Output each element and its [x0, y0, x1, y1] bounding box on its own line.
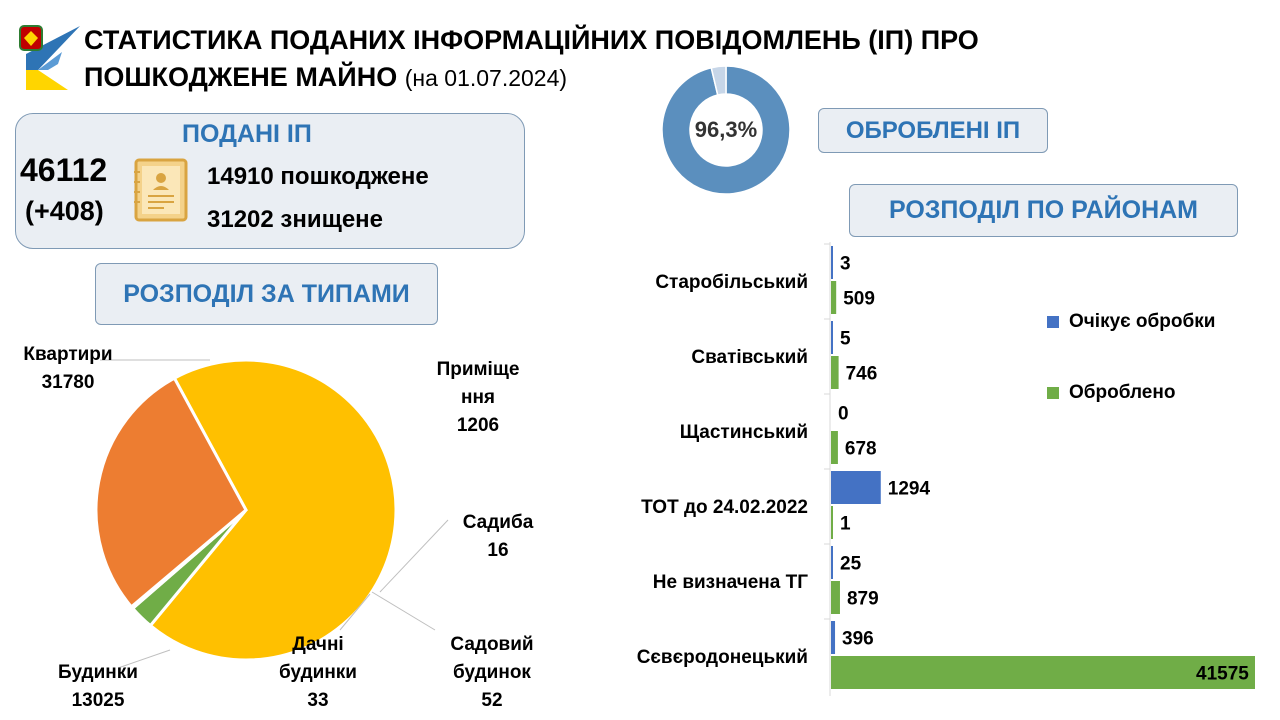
submitted-delta: (+408) [25, 196, 104, 226]
title-line-2-text: ПОШКОДЖЕНЕ МАЙНО [84, 62, 398, 92]
bar-value-label-0-0: 3 [840, 254, 851, 275]
bar-value-label-1-4: 879 [847, 589, 879, 610]
processed-heading: ОБРОБЛЕНІ ІП [818, 108, 1048, 153]
submitted-heading: ПОДАНІ ІП [182, 120, 312, 148]
bar-value-label-0-3: 1294 [888, 479, 931, 500]
bar-0-0 [831, 246, 833, 279]
districts-section-heading: РОЗПОДІЛ ПО РАЙОНАМ [849, 184, 1238, 237]
bar-0-5 [831, 621, 836, 654]
legend-label-processed: Оброблено [1069, 382, 1176, 403]
damaged-count: 14910 пошкоджене [207, 163, 429, 190]
pie-leader-line-5 [117, 649, 171, 669]
bar-1-2 [831, 431, 838, 464]
pie-label-4: Дачні будинки 33 [279, 634, 357, 711]
districts-bar-chart: Старобільський 3 509 Сватівський 5 746 Щастинс… [637, 242, 1255, 696]
destroyed-count: 31202 знищене [207, 206, 384, 233]
pie-slice-0 [148, 358, 398, 662]
bar-value-label-1-0: 509 [843, 289, 875, 310]
legend-item-pending: Очікує обробки [1047, 311, 1215, 333]
submitted-total: 46112 [20, 152, 108, 188]
title-line-2: ПОШКОДЖЕНЕ МАЙНО (на 01.07.2024) [84, 59, 1064, 97]
bar-1-4 [831, 581, 840, 614]
processed-percent: 96,3% [694, 117, 758, 142]
pie-label-3: Садовий будинок 52 [450, 634, 533, 711]
bar-0-1 [831, 321, 833, 354]
bar-category-label-5: Сєвєродонецький [637, 647, 808, 668]
bar-value-label-1-3: 1 [840, 514, 851, 535]
pie-leader-line-2 [379, 519, 449, 593]
bar-value-label-1-1: 746 [846, 364, 878, 385]
bar-1-5 [831, 656, 1255, 689]
bar-value-label-1-2: 678 [845, 439, 877, 460]
pie-leader-line-3 [371, 591, 436, 631]
document-icon [134, 158, 188, 222]
bar-category-label-1: Сватівський [691, 347, 808, 368]
pie-label-1: Приміще ння 1206 [437, 359, 520, 436]
donut-processed-segment [661, 65, 791, 195]
processed-donut [661, 65, 791, 195]
report-date: (на 01.07.2024) [404, 65, 568, 91]
bar-0-4 [831, 546, 833, 579]
pie-label-2: Садиба 16 [463, 512, 534, 561]
bar-value-label-0-4: 25 [840, 554, 862, 575]
title-line-1: СТАТИСТИКА ПОДАНИХ ІНФОРМАЦІЙНИХ ПОВІДОМ… [84, 25, 979, 55]
legend-swatch-processed [1047, 387, 1059, 399]
types-pie-chart: Квартири 31780 Приміще ння 1206 Садиба 16 Садов… [23, 344, 534, 711]
bar-1-1 [831, 356, 839, 389]
bar-category-label-2: Щастинський [680, 422, 808, 443]
bar-value-label-1-5: 41575 [1196, 664, 1249, 685]
page-title: СТАТИСТИКА ПОДАНИХ ІНФОРМАЦІЙНИХ ПОВІДОМ… [84, 22, 1064, 97]
bar-0-3 [831, 471, 881, 504]
bar-value-label-0-2: 0 [838, 404, 849, 425]
submitted-panel [15, 113, 525, 249]
region-logo-icon [19, 25, 80, 90]
legend-label-pending: Очікує обробки [1069, 311, 1216, 332]
bar-1-0 [831, 281, 837, 314]
legend-swatch-pending [1047, 316, 1059, 328]
pie-label-0: Квартири 31780 [23, 344, 112, 393]
bar-value-label-0-1: 5 [840, 329, 851, 350]
pie-leader-line-4 [339, 593, 371, 631]
bar-category-label-4: Не визначена ТГ [653, 572, 808, 593]
donut-remaining-segment [710, 65, 727, 96]
bar-category-label-0: Старобільський [655, 272, 808, 293]
bar-1-3 [831, 506, 833, 539]
pie-label-5: Будинки 13025 [58, 662, 138, 711]
types-section-heading: РОЗПОДІЛ ЗА ТИПАМИ [95, 263, 438, 325]
bar-value-label-0-5: 396 [842, 629, 874, 650]
legend-item-processed: Оброблено [1047, 382, 1175, 404]
pie-slice-5 [94, 376, 248, 609]
bar-category-label-3: ТОТ до 24.02.2022 [641, 497, 808, 518]
